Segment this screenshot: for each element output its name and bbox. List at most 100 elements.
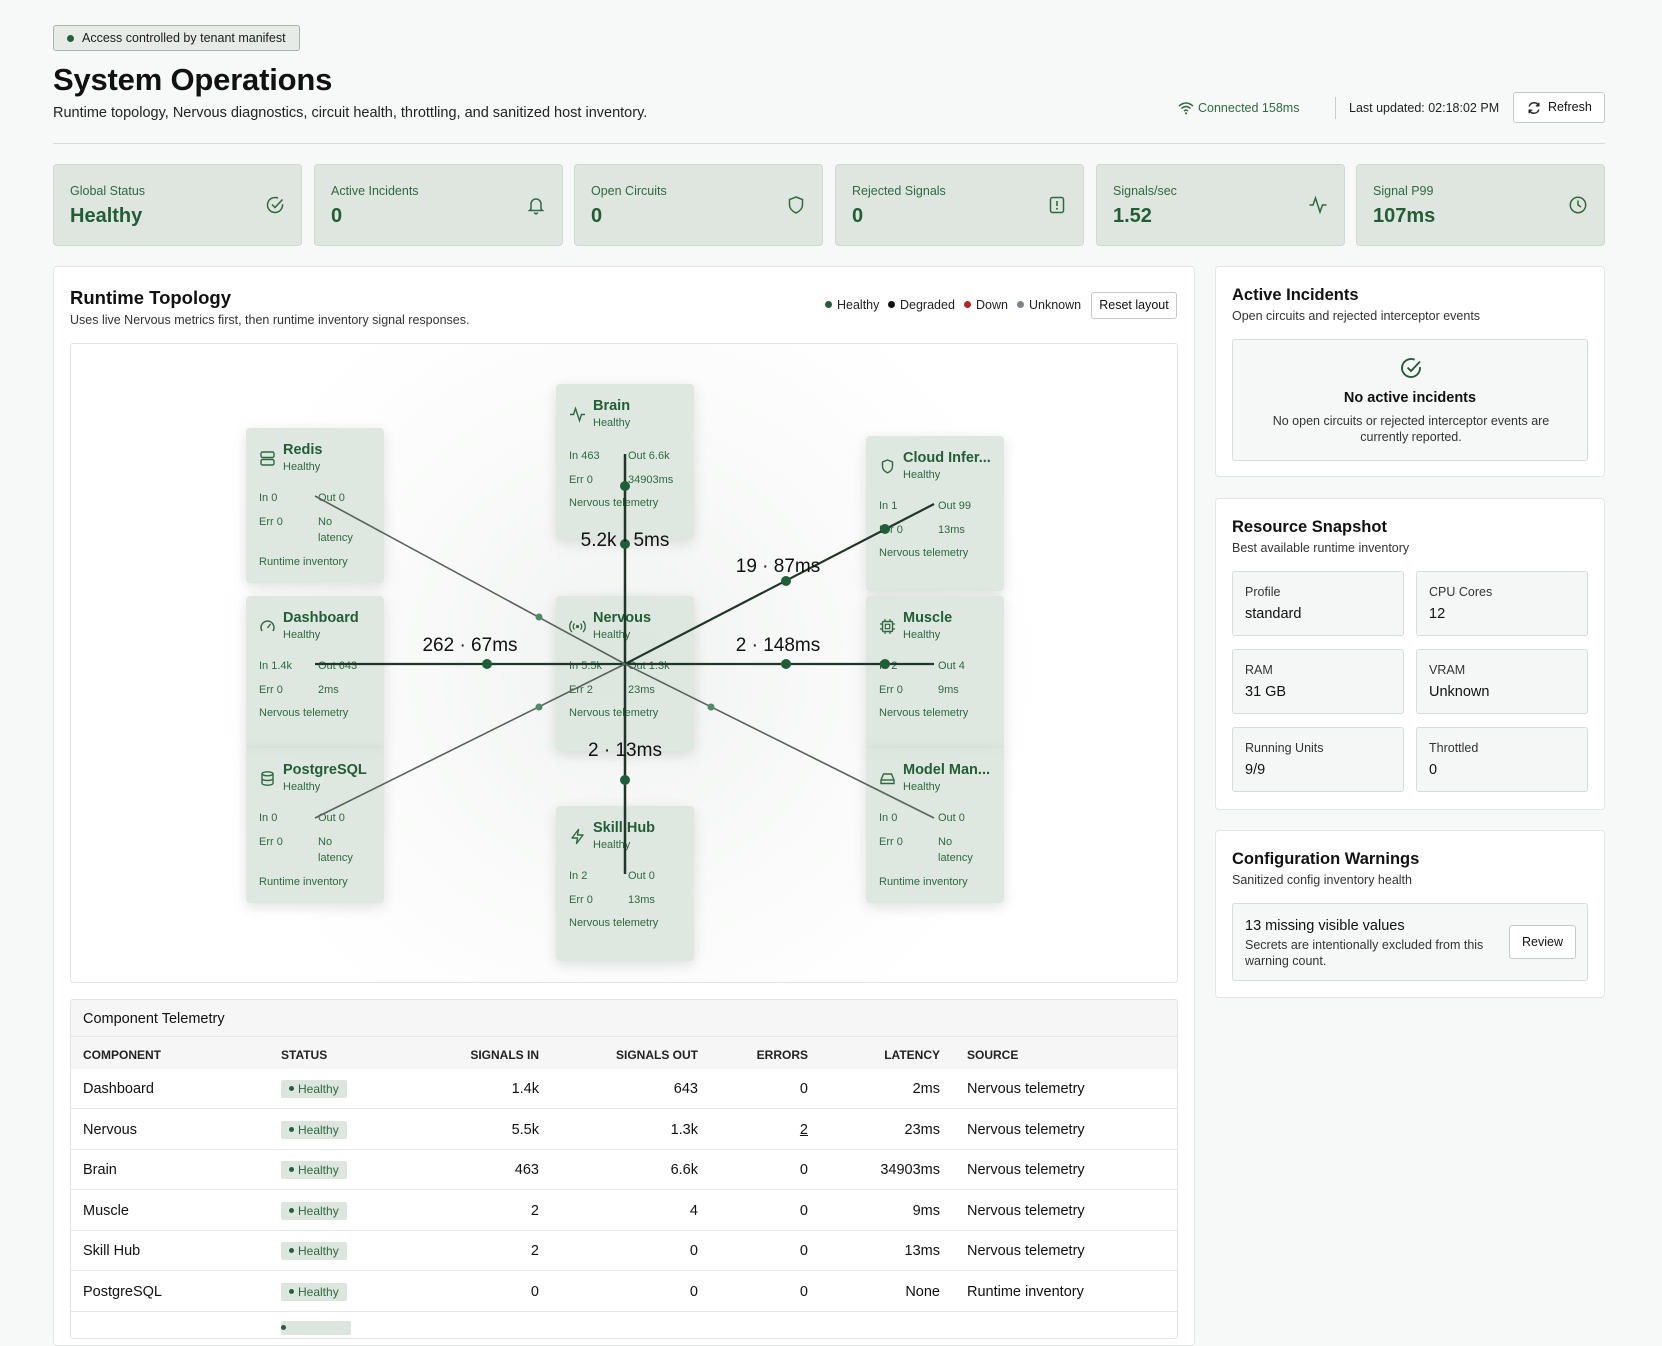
col-component: COMPONENT bbox=[83, 1048, 161, 1062]
node-in: In 0 bbox=[259, 492, 278, 504]
node-source: Nervous telemetry bbox=[569, 917, 659, 929]
node-out: Out 6.6k bbox=[628, 450, 670, 462]
warning-text: Secrets are intentionally excluded from … bbox=[1245, 938, 1484, 968]
node-status: Healthy bbox=[593, 417, 631, 429]
cpu-icon bbox=[880, 619, 895, 634]
node-source: Runtime inventory bbox=[879, 876, 968, 888]
cell-latency: 23ms bbox=[904, 1122, 940, 1138]
node-redis[interactable]: Redis Healthy In 0 Out 0 Err 0 No latenc… bbox=[246, 428, 384, 583]
clock-icon bbox=[1569, 196, 1587, 214]
edge-nervous-brain bbox=[620, 454, 630, 664]
refresh-button[interactable]: Refresh bbox=[1513, 92, 1605, 123]
header-rule bbox=[53, 143, 1605, 144]
node-postgresql[interactable]: PostgreSQL Healthy In 0 Out 0 Err 0 No l… bbox=[246, 748, 384, 903]
node-latency: 9ms bbox=[938, 684, 959, 696]
refresh-icon bbox=[1528, 102, 1540, 114]
stat-global-status: Global Status Healthy bbox=[53, 164, 302, 246]
node-latency: 13ms bbox=[938, 524, 965, 536]
cell-signals-in: 2 bbox=[530, 1203, 539, 1219]
status-badge: Healthy bbox=[281, 1242, 347, 1260]
col-signals-out: SIGNALS OUT bbox=[615, 1048, 698, 1062]
database-icon bbox=[261, 771, 274, 786]
node-muscle[interactable]: Muscle Healthy In 2 Out 4 Err 0 9ms Nerv… bbox=[866, 596, 1004, 751]
resource-label: Profile bbox=[1245, 585, 1281, 599]
cell-signals-out: 0 bbox=[689, 1284, 698, 1300]
cell-component: Dashboard bbox=[83, 1081, 154, 1097]
header-divider bbox=[1335, 97, 1336, 119]
node-source: Nervous telemetry bbox=[569, 707, 659, 719]
edge-nervous-redis bbox=[314, 495, 626, 665]
legend-dot bbox=[1017, 301, 1024, 308]
component-telemetry-table: Component Telemetry COMPONENT STATUS SIG… bbox=[70, 999, 1178, 1339]
page-title: System Operations bbox=[53, 62, 333, 97]
cell-errors: 0 bbox=[799, 1243, 808, 1259]
col-latency: LATENCY bbox=[884, 1048, 940, 1062]
last-updated: Last updated: 02:18:02 PM bbox=[1349, 101, 1500, 115]
cell-latency: 2ms bbox=[912, 1081, 940, 1097]
cell-signals-out: 4 bbox=[689, 1203, 698, 1219]
edge-label-cloud: 19 · 87ms bbox=[735, 556, 821, 577]
status-badge: Healthy bbox=[281, 1121, 347, 1139]
resource-label: Running Units bbox=[1245, 741, 1324, 755]
table-row[interactable]: Skill Hub Healthy 2 0 0 13ms Nervous tel… bbox=[71, 1231, 1177, 1271]
check-circle-icon bbox=[1401, 358, 1421, 378]
node-model-manager[interactable]: Model Man... Healthy In 0 Out 0 Err 0 No… bbox=[866, 748, 1004, 903]
stat-label: Signal P99 bbox=[1373, 184, 1434, 198]
resource-label: VRAM bbox=[1429, 663, 1466, 677]
edge-nervous-muscle bbox=[625, 659, 934, 669]
status-badge: Healthy bbox=[281, 1161, 347, 1179]
node-out: Out 0 bbox=[628, 870, 655, 882]
check-circle-icon bbox=[266, 196, 284, 214]
stat-signal-p99: Signal P99 107ms bbox=[1356, 164, 1605, 246]
stat-label: Active Incidents bbox=[331, 184, 419, 198]
legend-degraded: Degraded bbox=[888, 298, 955, 312]
table-row[interactable]: Muscle Healthy 2 4 0 9ms Nervous telemet… bbox=[71, 1191, 1177, 1231]
node-out: Out 0 bbox=[318, 812, 345, 824]
stat-label: Rejected Signals bbox=[852, 184, 946, 198]
edge-label-brain: 5.2k · 5ms bbox=[580, 530, 670, 551]
stat-value: 1.52 bbox=[1113, 205, 1152, 227]
node-latency: No latency bbox=[938, 836, 973, 864]
legend-dot bbox=[825, 301, 832, 308]
node-source: Runtime inventory bbox=[259, 876, 348, 888]
node-status: Healthy bbox=[283, 461, 321, 473]
cell-component: Brain bbox=[83, 1162, 117, 1178]
node-dashboard[interactable]: Dashboard Healthy In 1.4k Out 643 Err 0 … bbox=[246, 596, 384, 751]
node-source: Runtime inventory bbox=[259, 556, 348, 568]
table-row[interactable] bbox=[71, 1313, 1177, 1338]
stat-open-circuits: Open Circuits 0 bbox=[574, 164, 823, 246]
table-row[interactable]: PostgreSQL Healthy 0 0 0 None Runtime in… bbox=[71, 1272, 1177, 1312]
cell-source: Runtime inventory bbox=[967, 1284, 1084, 1300]
legend-dot bbox=[964, 301, 971, 308]
node-err: Err 0 bbox=[259, 516, 283, 528]
node-err: Err 0 bbox=[569, 474, 593, 486]
table-row[interactable]: Dashboard Healthy 1.4k 643 0 2ms Nervous… bbox=[71, 1069, 1177, 1109]
cell-component: Muscle bbox=[83, 1203, 129, 1219]
col-source: SOURCE bbox=[967, 1048, 1019, 1062]
node-status: Healthy bbox=[593, 839, 631, 851]
edge-label-muscle: 2 · 148ms bbox=[735, 635, 821, 656]
cell-source: Nervous telemetry bbox=[967, 1081, 1085, 1097]
legend-down: Down bbox=[964, 298, 1008, 312]
node-cloud-inference[interactable]: Cloud Infer... Healthy In 1 Out 99 Err 0… bbox=[866, 436, 1004, 591]
cell-signals-in: 5.5k bbox=[511, 1122, 539, 1138]
node-source: Nervous telemetry bbox=[879, 547, 969, 559]
stat-active-incidents: Active Incidents 0 bbox=[314, 164, 563, 246]
resources-subtitle: Best available runtime inventory bbox=[1232, 541, 1410, 555]
node-in: In 0 bbox=[259, 812, 278, 824]
resource-ram: RAM 31 GB bbox=[1232, 649, 1404, 714]
cell-source: Nervous telemetry bbox=[967, 1203, 1085, 1219]
errors-link[interactable]: 2 bbox=[799, 1122, 808, 1138]
table-row[interactable]: Brain Healthy 463 6.6k 0 34903ms Nervous… bbox=[71, 1150, 1177, 1190]
configuration-warnings-panel: Configuration Warnings Sanitized config … bbox=[1215, 830, 1605, 998]
resource-value: 31 GB bbox=[1245, 684, 1287, 700]
table-row[interactable]: Nervous Healthy 5.5k 1.3k 2 23ms Nervous… bbox=[71, 1110, 1177, 1150]
reset-layout-button[interactable]: Reset layout bbox=[1091, 292, 1177, 319]
resource-label: CPU Cores bbox=[1429, 585, 1493, 599]
stat-label: Signals/sec bbox=[1113, 184, 1177, 198]
cell-errors: 0 bbox=[799, 1162, 808, 1178]
node-in: In 0 bbox=[879, 812, 898, 824]
cell-errors: 0 bbox=[799, 1203, 808, 1219]
cell-signals-in: 0 bbox=[530, 1284, 539, 1300]
review-button[interactable]: Review bbox=[1509, 925, 1576, 959]
